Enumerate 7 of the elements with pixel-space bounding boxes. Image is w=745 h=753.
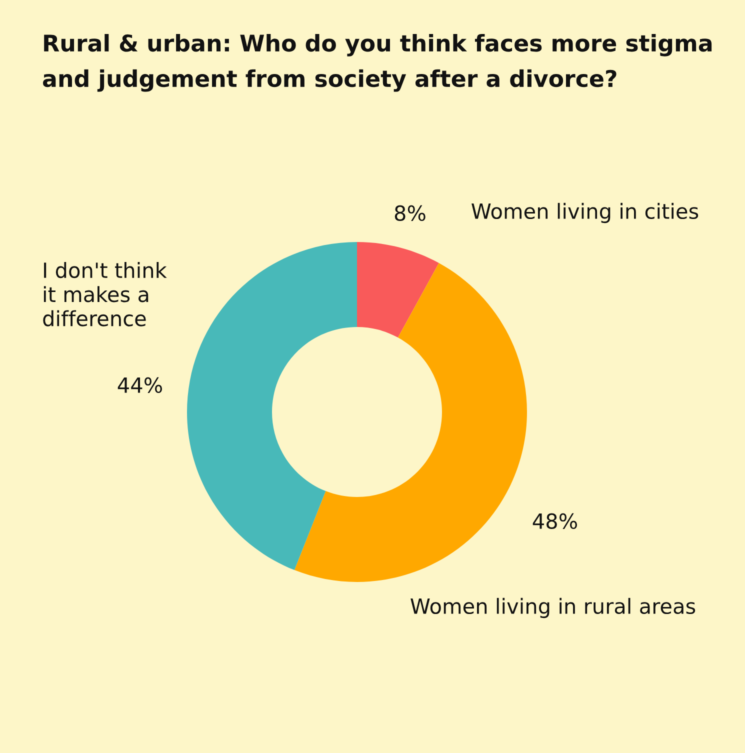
data-label: 48%: [532, 513, 578, 530]
chart-title: Rural & urban: Who do you think faces more stigma and judgement from society after a divorce?: [42, 34, 712, 92]
slice-label: I don't think it makes a difference: [43, 262, 167, 326]
data-label: 8%: [394, 205, 426, 222]
slice-label: Women living in cities: [472, 202, 698, 224]
data-label: 44%: [118, 377, 162, 394]
slice-label: Women living in rural areas: [410, 598, 696, 618]
